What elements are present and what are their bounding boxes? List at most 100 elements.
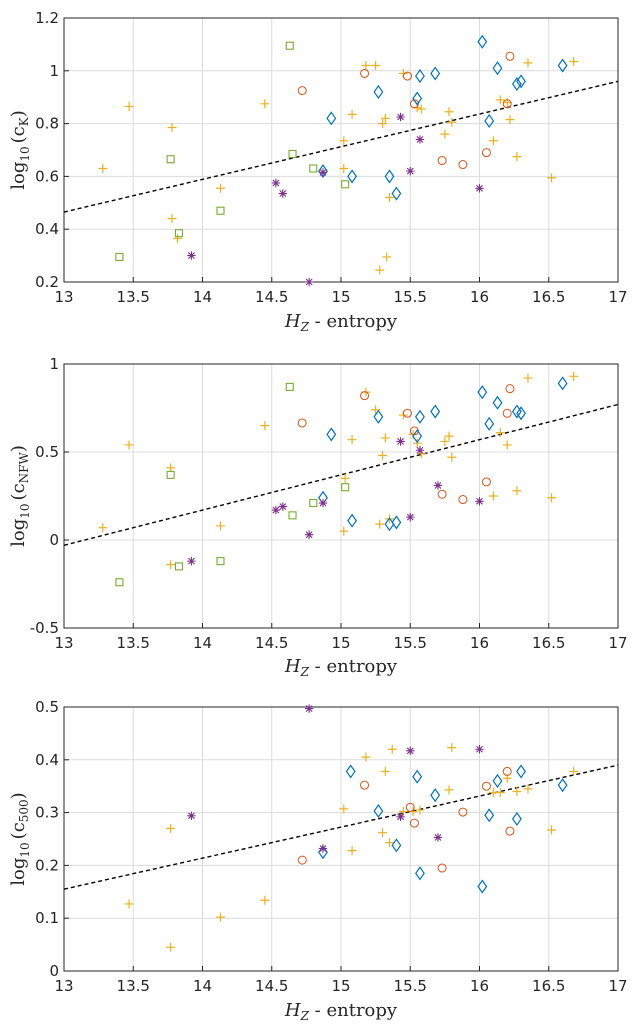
star-marker bbox=[278, 502, 288, 511]
circle-marker bbox=[360, 68, 370, 78]
circle-marker bbox=[297, 418, 307, 428]
star-marker bbox=[415, 135, 425, 144]
x-tick-label: 15 bbox=[331, 977, 350, 995]
y-tick-label: 0 bbox=[49, 962, 59, 980]
plus-marker bbox=[167, 123, 177, 133]
circle-marker bbox=[481, 477, 491, 487]
diamond-marker bbox=[557, 778, 568, 793]
x-tick-label: 13.5 bbox=[117, 634, 150, 652]
plus-marker bbox=[378, 451, 388, 461]
star-marker bbox=[415, 446, 425, 455]
x-tick-label: 17 bbox=[608, 634, 627, 652]
plus-marker bbox=[260, 895, 270, 905]
plus-marker bbox=[173, 233, 183, 243]
diamond-marker bbox=[516, 74, 526, 89]
y-axis-label: log10(c500) bbox=[8, 792, 32, 885]
diamond-marker bbox=[415, 69, 425, 84]
plus-marker bbox=[380, 433, 390, 443]
star-marker bbox=[278, 189, 288, 198]
y-tick-label: 0.2 bbox=[35, 856, 59, 874]
square-marker bbox=[309, 498, 318, 508]
plus-marker bbox=[375, 519, 385, 529]
plus-marker bbox=[384, 193, 394, 203]
plus-marker bbox=[361, 752, 371, 762]
plus-marker bbox=[347, 846, 357, 856]
x-tick-label: 15 bbox=[331, 288, 350, 306]
fit-line bbox=[63, 80, 619, 213]
diamond-marker bbox=[511, 811, 522, 826]
star-marker bbox=[475, 184, 484, 193]
y-tick-labels: -0.5 0 0.5 1 bbox=[30, 355, 69, 637]
plus-marker bbox=[166, 560, 176, 570]
square-marker bbox=[174, 562, 184, 571]
x-tick-label: 16 bbox=[470, 977, 489, 995]
plus-marker bbox=[260, 421, 270, 431]
plus-marker bbox=[547, 825, 557, 835]
diamond-marker bbox=[347, 169, 358, 184]
star-marker bbox=[433, 833, 443, 842]
star-marker bbox=[271, 178, 281, 188]
x-tick-label: 15.5 bbox=[394, 288, 427, 306]
x-tick-label: 16.5 bbox=[532, 634, 565, 652]
grid bbox=[63, 363, 619, 629]
plus-marker bbox=[98, 523, 108, 533]
diamond-marker bbox=[430, 66, 441, 81]
y-tick-label: 0.2 bbox=[35, 273, 59, 291]
diamond-marker bbox=[484, 416, 495, 431]
data-markers bbox=[98, 34, 579, 287]
square-marker bbox=[216, 206, 225, 215]
circle-marker bbox=[481, 781, 491, 791]
x-tick-label: 15.5 bbox=[394, 977, 427, 995]
plus-marker bbox=[569, 371, 579, 381]
x-tick-label: 15.5 bbox=[394, 634, 427, 652]
grid bbox=[63, 17, 619, 283]
plus-marker bbox=[523, 373, 533, 383]
y-tick-label: 0 bbox=[49, 531, 59, 549]
star-marker bbox=[406, 512, 415, 522]
plus-marker bbox=[216, 521, 226, 531]
diamond-marker bbox=[516, 406, 526, 421]
plus-marker bbox=[523, 784, 533, 794]
y-tick-labels: 0.2 0.4 0.6 0.8 1 1.2 bbox=[35, 9, 69, 291]
square-marker bbox=[341, 483, 350, 492]
circle-marker bbox=[505, 384, 515, 394]
square-marker bbox=[288, 511, 297, 520]
y-axis-label: log10(cK) bbox=[8, 110, 32, 190]
x-tick-label: 13 bbox=[54, 977, 73, 995]
square-marker bbox=[115, 578, 124, 587]
x-axis-label: HZ - entropy bbox=[284, 1000, 398, 1023]
x-tick-label: 16.5 bbox=[532, 977, 565, 995]
x-tick-label: 14.5 bbox=[255, 288, 288, 306]
x-tick-label: 17 bbox=[608, 288, 627, 306]
square-marker bbox=[288, 149, 297, 159]
star-marker bbox=[318, 168, 328, 177]
y-tick-label: 0.8 bbox=[35, 115, 59, 133]
square-marker bbox=[285, 382, 294, 391]
plus-marker bbox=[124, 101, 134, 111]
star-marker bbox=[406, 746, 415, 756]
panel-cnfw: 13 13.5 14 14.5 15 15.5 16 16.5 17 -0.5 0 0.5 1 HZ … bbox=[8, 355, 628, 679]
star-marker bbox=[304, 704, 314, 713]
plus-marker bbox=[216, 912, 226, 922]
x-tick-label: 14.5 bbox=[255, 977, 288, 995]
diamond-marker bbox=[484, 113, 495, 129]
star-marker bbox=[396, 812, 405, 822]
plus-marker bbox=[347, 109, 357, 119]
circle-marker bbox=[502, 99, 512, 109]
star-marker bbox=[304, 530, 314, 539]
circle-marker bbox=[481, 148, 491, 158]
data-markers bbox=[124, 704, 579, 952]
square-marker bbox=[216, 557, 225, 566]
y-tick-label: 0.6 bbox=[35, 167, 59, 185]
diamond-marker bbox=[415, 409, 425, 424]
plus-marker bbox=[447, 452, 457, 462]
plus-marker bbox=[339, 163, 349, 173]
diamond-marker bbox=[391, 838, 402, 853]
circle-marker bbox=[360, 391, 370, 401]
plus-marker bbox=[124, 440, 134, 450]
y-tick-label: 1 bbox=[49, 62, 59, 80]
panel-c500: 13 13.5 14 14.5 15 15.5 16 16.5 17 0 0.1 0.2 0.3 0.4… bbox=[8, 698, 628, 1023]
x-tick-label: 17 bbox=[608, 977, 627, 995]
plus-marker bbox=[523, 58, 533, 68]
